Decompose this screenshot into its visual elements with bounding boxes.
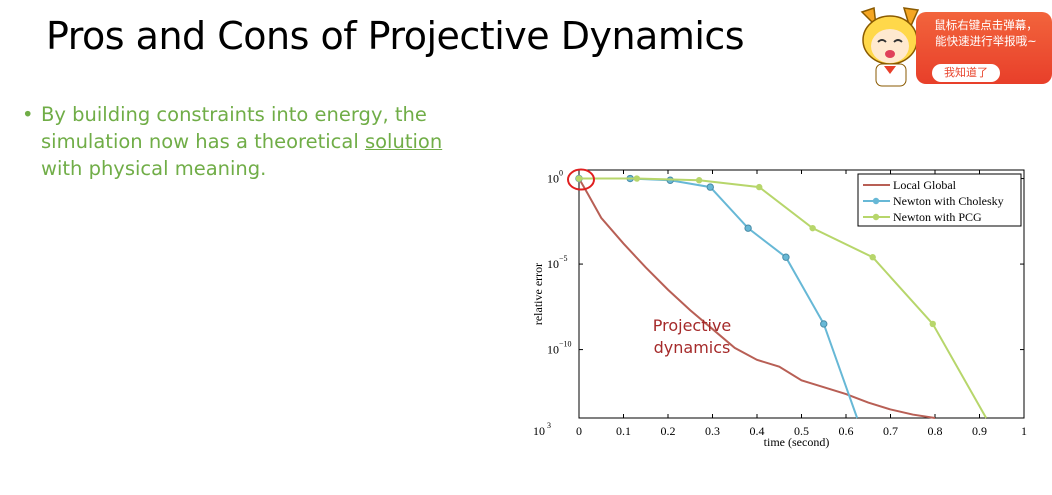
y-tick-label: 10	[547, 172, 559, 186]
x-tick-label: 0.7	[883, 424, 898, 438]
popup-message: 鼠标右键点击弹幕， 能快速进行举报哦~	[922, 17, 1050, 49]
danmaku-report-popup: 鼠标右键点击弹幕， 能快速进行举报哦~ 我知道了	[854, 4, 1052, 90]
series-marker	[929, 320, 936, 328]
legend-marker	[872, 213, 880, 221]
x-tick-label: 0.8	[928, 424, 943, 438]
series-line-1	[579, 177, 859, 419]
highlight-circle	[567, 168, 595, 191]
x-tick-label: 0.1	[616, 424, 631, 438]
series-marker	[706, 183, 714, 191]
x-tick-label: 0.4	[750, 424, 765, 438]
legend-label: Newton with Cholesky	[893, 194, 1004, 208]
series-marker	[809, 224, 816, 232]
bullet-dot-icon: •	[22, 103, 34, 126]
mascot-icon	[860, 6, 920, 87]
solution-link[interactable]: solution	[364, 130, 443, 153]
series-marker	[820, 320, 828, 328]
series-marker	[782, 253, 790, 261]
y-tick-exponent: −10	[559, 340, 572, 349]
legend-label: Local Global	[893, 178, 957, 192]
y-tick-label: 10	[547, 257, 559, 271]
popup-message-line1: 鼠标右键点击弹幕，	[934, 18, 1038, 32]
series-marker	[633, 175, 641, 182]
corner-tick-exponent: 3	[547, 421, 551, 430]
x-tick-label: 0.9	[972, 424, 987, 438]
bullet-text: By building constraints into energy, the…	[41, 101, 482, 182]
series-marker	[756, 183, 763, 191]
series-marker	[575, 175, 583, 182]
bullet-text-end: with physical meaning.	[41, 157, 267, 180]
y-tick-label: 10	[547, 343, 559, 357]
bullet-point: • By building constraints into energy, t…	[22, 101, 482, 182]
legend-label: Newton with PCG	[893, 210, 982, 224]
x-tick-label: 0.2	[661, 424, 676, 438]
corner-tick-label: 10	[533, 424, 545, 438]
series-marker	[695, 177, 703, 184]
series-line-2	[579, 177, 988, 419]
x-tick-label: 0.3	[705, 424, 720, 438]
chart-annotation: Projective	[653, 316, 732, 335]
popup-message-line2: 能快速进行举报哦~	[935, 34, 1037, 48]
got-it-button[interactable]: 我知道了	[932, 64, 1000, 82]
chart-annotation: dynamics	[654, 338, 731, 357]
bullet-text-start: By building constraints into energy, the…	[41, 103, 427, 153]
y-tick-exponent: 0	[559, 169, 563, 178]
x-tick-label: 0	[576, 424, 582, 438]
x-tick-label: 0.6	[839, 424, 854, 438]
x-axis-label: time (second)	[764, 435, 830, 449]
slide-title: Pros and Cons of Projective Dynamics	[46, 14, 745, 58]
convergence-chart: 0 0.1 0.2 0.3 0.4 0.5 0.6 0.7 0.8 0.9 110 010 −510 −1…	[531, 168, 1027, 449]
series-marker	[744, 224, 752, 232]
y-axis-label: relative error	[531, 263, 545, 325]
x-tick-label: 0.5	[794, 424, 809, 438]
series-line-0	[578, 178, 936, 419]
legend-marker	[872, 197, 880, 205]
x-tick-label: 1	[1021, 424, 1027, 438]
series-marker	[869, 254, 876, 261]
y-tick-exponent: −5	[559, 254, 568, 263]
